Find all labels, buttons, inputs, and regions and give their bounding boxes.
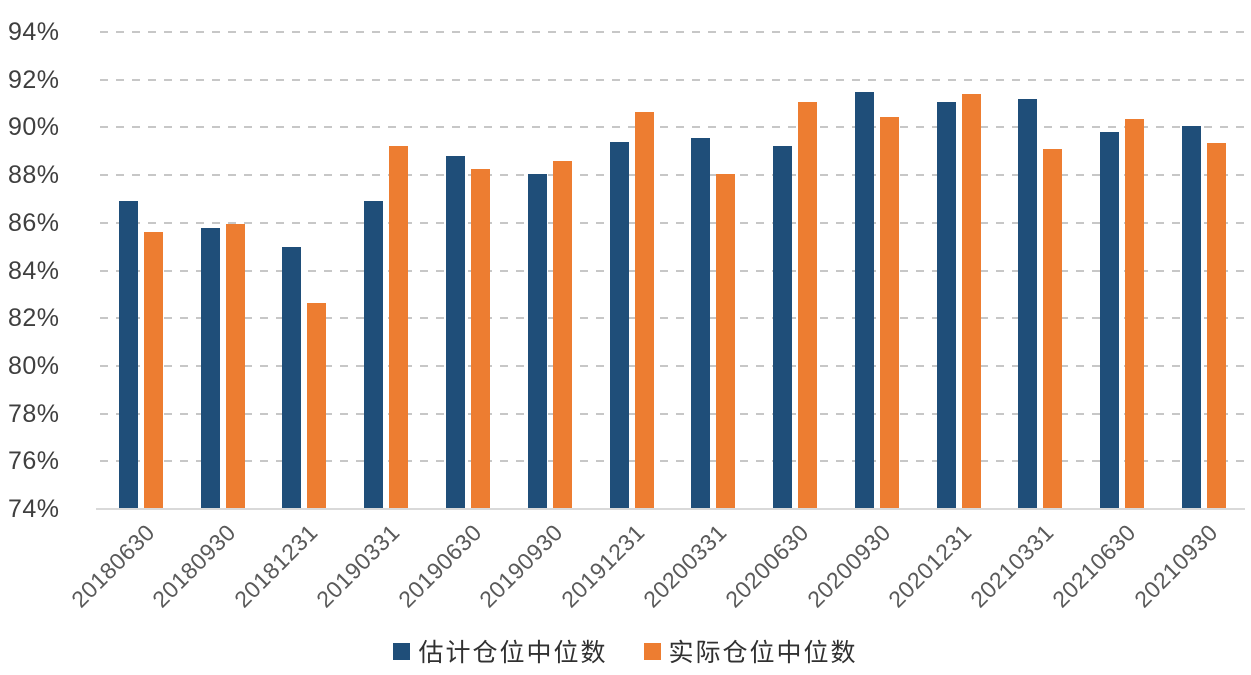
bar-actual-20190930 — [552, 160, 572, 509]
gridline — [100, 317, 1245, 320]
y-tick-label: 78% — [8, 399, 60, 428]
bar-group-20190930 — [509, 32, 591, 509]
bar-group-20200331 — [672, 32, 754, 509]
gridline — [100, 364, 1245, 367]
y-tick-label: 84% — [8, 256, 60, 285]
bar-group-20210930 — [1163, 32, 1245, 509]
x-axis-labels: 20180630 20180930 20181231 20190331 20190630… — [66, 519, 1245, 619]
bar-estimated-20201231 — [936, 102, 956, 509]
y-tick-label: 86% — [8, 208, 60, 237]
gridline — [100, 174, 1245, 177]
bar-group-20200930 — [836, 32, 918, 509]
bar-estimated-20200630 — [773, 146, 793, 509]
bar-actual-20210930 — [1207, 142, 1227, 509]
y-tick-label: 90% — [8, 113, 60, 142]
bar-actual-20190630 — [471, 169, 491, 509]
y-tick-label: 94% — [8, 18, 60, 46]
legend-swatch-icon — [393, 642, 411, 660]
bar-group-20210630 — [1081, 32, 1163, 509]
bar-estimated-20190630 — [446, 156, 466, 509]
x-tick-label: 20181231 — [229, 519, 323, 613]
gridline — [100, 78, 1245, 81]
y-axis: 94% 92% 90% 88% 86% 84% 82% 80% 78% 76% 74% — [0, 19, 84, 522]
bar-actual-20200331 — [716, 173, 736, 509]
legend-item-actual: 实际仓位中位数 — [643, 633, 858, 669]
x-tick-label: 20200930 — [801, 519, 896, 613]
legend-swatch-icon — [643, 642, 661, 660]
bar-estimated-20190930 — [527, 173, 547, 509]
x-tick-label: 20210331 — [965, 519, 1059, 613]
bar-actual-20200930 — [879, 116, 899, 509]
bar-estimated-20200331 — [691, 138, 711, 509]
bar-estimated-20191231 — [609, 141, 629, 509]
bar-estimated-20190331 — [364, 201, 384, 509]
bar-estimated-20210930 — [1182, 126, 1202, 509]
x-tick-label: 20190930 — [474, 519, 569, 613]
bar-groups — [100, 32, 1245, 509]
bar-group-20201231 — [918, 32, 1000, 509]
gridline — [100, 126, 1245, 129]
x-tick-label: 20200630 — [719, 519, 814, 613]
x-tick-label: 20191231 — [556, 519, 650, 613]
x-tick-label: 20180630 — [65, 519, 160, 613]
bar-actual-20191231 — [634, 111, 654, 509]
bar-actual-20201231 — [961, 94, 981, 509]
y-tick-label: 88% — [8, 161, 60, 190]
bar-group-20181231 — [264, 32, 346, 509]
x-tick-label: 20180930 — [147, 519, 242, 613]
x-tick-label: 20200331 — [638, 519, 732, 613]
y-tick-label: 82% — [8, 304, 60, 333]
bar-actual-20190331 — [389, 146, 409, 509]
bar-estimated-20210630 — [1100, 132, 1120, 509]
plot-area — [96, 31, 1245, 510]
bar-actual-20200630 — [798, 102, 818, 509]
bar-actual-20210331 — [1043, 148, 1063, 509]
y-tick-label: 76% — [8, 447, 60, 476]
bar-group-20200630 — [754, 32, 836, 509]
legend-label: 估计仓位中位数 — [418, 640, 608, 667]
x-tick-label: 20190331 — [311, 519, 405, 613]
gridline — [100, 460, 1245, 463]
bar-estimated-20180930 — [200, 227, 220, 509]
bar-group-20190331 — [345, 32, 427, 509]
y-tick-label: 80% — [8, 351, 60, 380]
bar-group-20191231 — [591, 32, 673, 509]
gridline — [100, 221, 1245, 224]
x-axis-line — [96, 508, 1245, 510]
bar-actual-20181231 — [307, 302, 327, 509]
bar-estimated-20200930 — [854, 91, 874, 509]
gridline — [100, 412, 1245, 415]
bar-group-20210331 — [1000, 32, 1082, 509]
bar-group-20190630 — [427, 32, 509, 509]
x-tick-label: 20201231 — [883, 519, 978, 613]
legend-item-estimated: 估计仓位中位数 — [393, 633, 607, 669]
legend: 估计仓位中位数 实际仓位中位数 — [0, 633, 1251, 669]
bar-estimated-20180630 — [118, 201, 138, 509]
x-tick-label: 20210930 — [1128, 519, 1223, 613]
y-tick-label: 92% — [8, 65, 60, 94]
bar-group-20180930 — [182, 32, 264, 509]
bar-actual-20210630 — [1125, 119, 1145, 509]
bar-actual-20180930 — [225, 224, 245, 509]
bar-actual-20180630 — [143, 232, 163, 509]
x-tick-label: 20210630 — [1047, 519, 1141, 613]
y-tick-label: 74% — [8, 495, 60, 523]
bar-estimated-20210331 — [1018, 98, 1038, 509]
bar-group-20180630 — [100, 32, 182, 509]
bar-estimated-20181231 — [282, 246, 302, 509]
gridline — [100, 269, 1245, 272]
gridline — [100, 31, 1245, 33]
legend-label: 实际仓位中位数 — [668, 640, 858, 667]
x-tick-label: 20190630 — [392, 519, 487, 613]
